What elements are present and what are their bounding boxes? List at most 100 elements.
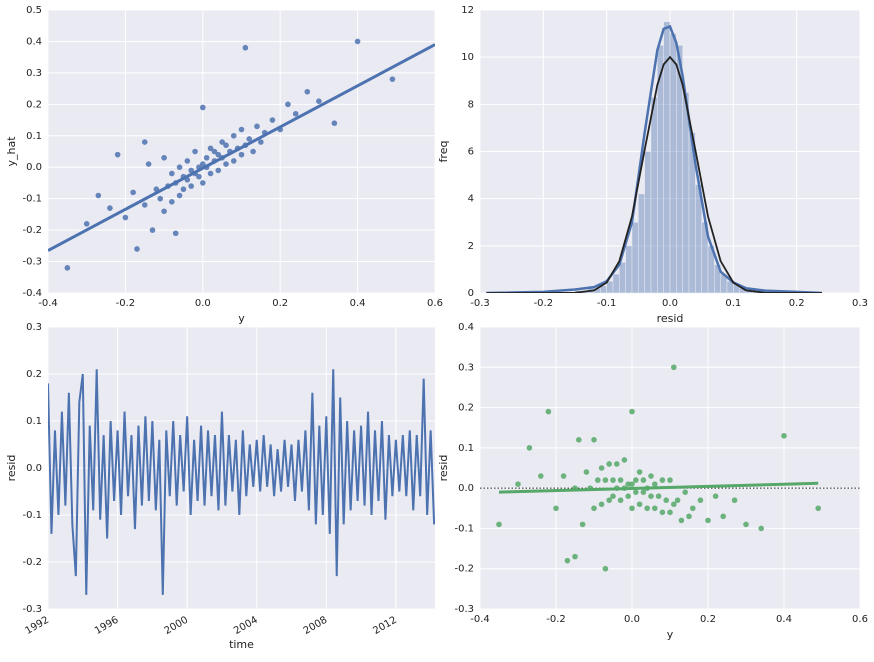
y-tick-label: 0.0: [26, 463, 42, 474]
y-tick-label: 0.0: [26, 162, 42, 173]
y-tick-label: -0.2: [22, 557, 42, 568]
point: [602, 565, 609, 572]
y-tick-label: -0.1: [22, 194, 42, 205]
point: [285, 101, 291, 108]
point: [545, 408, 552, 415]
point: [564, 557, 571, 564]
point: [648, 473, 654, 479]
point: [705, 517, 711, 524]
bar: [612, 273, 620, 294]
point: [114, 151, 121, 158]
y-tick-label: 0.2: [26, 99, 42, 110]
y-tick-label: 0.2: [458, 403, 474, 414]
y-tick-label: -0.3: [22, 604, 42, 615]
point: [591, 437, 597, 443]
point: [223, 161, 229, 167]
point: [354, 38, 361, 45]
point: [515, 481, 521, 487]
point: [629, 505, 635, 512]
point: [610, 493, 616, 500]
point: [553, 505, 559, 512]
y-tick-label: -0.3: [22, 257, 42, 268]
point: [207, 145, 214, 152]
point: [238, 126, 245, 133]
point: [161, 208, 167, 215]
x-tick-label: 0.2: [789, 298, 805, 309]
x-tick-label: 0.3: [852, 298, 868, 309]
point: [230, 158, 237, 164]
bar: [669, 33, 677, 294]
y-axis-label: resid: [437, 455, 450, 482]
point: [242, 44, 249, 51]
point: [781, 432, 787, 439]
x-tick-label: 0.6: [852, 614, 868, 625]
point: [614, 461, 620, 467]
point: [636, 469, 643, 475]
point: [610, 477, 616, 483]
regression-line: [48, 43, 435, 252]
point: [130, 189, 136, 196]
y-tick-label: -0.2: [22, 225, 42, 236]
x-tick-label: 1996: [93, 615, 121, 637]
x-tick-label: 0.2: [272, 298, 288, 309]
point: [141, 139, 148, 145]
point: [176, 192, 183, 199]
point: [316, 98, 322, 104]
x-tick-label: -0.3: [470, 298, 490, 309]
point: [211, 148, 218, 155]
point: [192, 148, 198, 155]
point: [652, 481, 658, 487]
point: [720, 513, 726, 520]
point: [633, 489, 639, 495]
x-axis-label: resid: [657, 312, 684, 325]
point: [697, 497, 704, 504]
point: [172, 230, 179, 237]
x-axis-label: time: [229, 638, 254, 651]
point: [188, 167, 194, 174]
point: [292, 110, 299, 117]
bar: [644, 151, 652, 294]
point: [200, 104, 206, 111]
x-axis-label: y: [667, 628, 674, 641]
point: [526, 445, 533, 451]
x-tick-label: -0.2: [116, 298, 136, 309]
point: [606, 497, 612, 504]
point: [134, 246, 140, 252]
x-tick-label: 0.4: [776, 614, 792, 625]
y-axis-label: resid: [5, 455, 18, 482]
x-tick-label: 0.0: [624, 614, 640, 625]
point: [659, 509, 666, 516]
point: [667, 477, 673, 483]
point: [815, 505, 821, 512]
y-axis-label: y_hat: [5, 136, 18, 167]
point: [169, 199, 175, 205]
point: [331, 120, 338, 126]
point: [64, 265, 71, 271]
point: [663, 497, 669, 504]
point: [655, 493, 662, 500]
point: [215, 151, 222, 158]
point: [629, 481, 635, 487]
bar: [619, 262, 626, 294]
point: [180, 186, 187, 193]
point: [269, 117, 276, 123]
x-tick-label: -0.4: [38, 298, 58, 309]
y-tick-label: 2: [468, 241, 474, 252]
kde-line: [486, 24, 823, 293]
x-tick-label: -0.2: [546, 614, 566, 625]
y-tick-label: 0.3: [458, 362, 474, 373]
point: [674, 497, 681, 504]
point: [671, 364, 677, 371]
y-axis-label: freq: [437, 141, 450, 163]
point: [95, 192, 102, 199]
y-tick-label: -0.1: [454, 523, 474, 534]
x-tick-label: 0.1: [725, 298, 741, 309]
point: [560, 473, 567, 479]
bar: [638, 193, 645, 294]
point: [176, 164, 183, 171]
bar: [682, 92, 690, 294]
y-tick-label: 0.2: [26, 369, 42, 380]
x-tick-label: 2008: [302, 615, 330, 637]
point: [648, 493, 654, 500]
point: [636, 501, 643, 508]
